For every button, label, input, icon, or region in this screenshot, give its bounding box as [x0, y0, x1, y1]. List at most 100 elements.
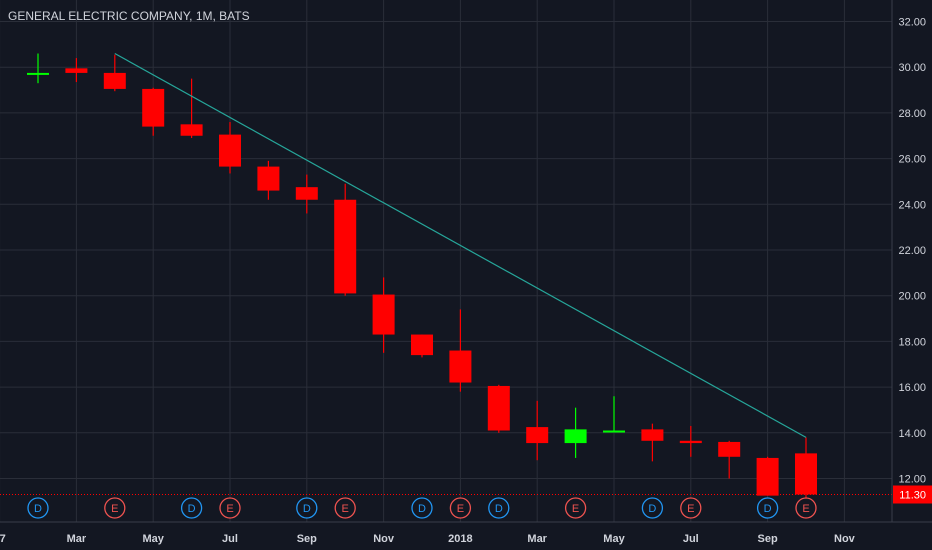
event-label: E [111, 503, 118, 515]
candle-body [219, 134, 241, 167]
candle-body [103, 72, 126, 89]
candle-body [603, 430, 625, 433]
candle[interactable] [411, 334, 433, 358]
dividend-marker[interactable]: D [641, 497, 664, 519]
event-circle [180, 497, 203, 519]
dividend-marker[interactable]: D [27, 497, 49, 519]
x-tick-label: 2018 [448, 533, 472, 545]
event-label: E [687, 503, 694, 515]
event-label: E [572, 503, 579, 515]
candle-body [372, 294, 395, 335]
x-tick-label: Sep [758, 533, 778, 545]
x-tick-label: Nov [834, 533, 856, 545]
candle[interactable] [257, 160, 280, 200]
y-tick-label: 16.00 [898, 382, 926, 394]
candle[interactable] [603, 396, 625, 433]
candle-body [65, 68, 88, 73]
candle[interactable] [718, 440, 741, 479]
event-circle [27, 497, 49, 519]
candle[interactable] [679, 425, 702, 457]
x-tick-label: Mar [527, 533, 547, 545]
trendline-layer[interactable] [114, 52, 807, 438]
earnings-marker[interactable]: E [795, 497, 817, 519]
event-label: D [764, 503, 772, 515]
event-label: E [802, 503, 809, 515]
x-tick-label: Jul [222, 533, 238, 545]
earnings-marker[interactable]: E [219, 497, 241, 519]
y-tick-label: 32.00 [898, 17, 926, 29]
dividend-marker[interactable]: D [488, 497, 510, 519]
event-label: D [418, 503, 426, 515]
candle[interactable] [795, 437, 817, 498]
event-circle [296, 497, 318, 519]
candle[interactable] [641, 423, 664, 462]
event-label: D [303, 503, 311, 515]
earnings-marker[interactable]: E [449, 497, 472, 519]
chart-title: GENERAL ELECTRIC COMPANY, 1M, BATS [8, 9, 250, 23]
x-tick-label: Nov [373, 533, 395, 545]
candle[interactable] [334, 183, 357, 296]
y-tick-label: 22.00 [898, 245, 926, 257]
dividend-marker[interactable]: D [411, 497, 433, 519]
dividend-marker[interactable]: D [296, 497, 318, 519]
candles[interactable] [27, 53, 817, 498]
candle-body [718, 441, 741, 457]
earnings-marker[interactable]: E [680, 497, 702, 519]
candle-body [795, 453, 817, 495]
candle-body [257, 166, 280, 191]
earnings-marker[interactable]: E [104, 497, 126, 519]
x-tick-label: Sep [297, 533, 317, 545]
candle[interactable] [564, 407, 587, 458]
earnings-marker[interactable]: E [564, 497, 587, 519]
event-circle [411, 497, 433, 519]
candle[interactable] [65, 58, 88, 83]
event-circle [219, 497, 241, 519]
candle[interactable] [449, 309, 472, 392]
grid [0, 0, 892, 522]
trendline[interactable] [114, 52, 807, 438]
candle-body [487, 385, 510, 431]
candle-body [411, 334, 433, 356]
candle-body [679, 440, 702, 444]
y-tick-label: 18.00 [898, 336, 926, 348]
event-label: D [34, 503, 42, 515]
candle[interactable] [372, 277, 395, 353]
x-tick-label: 17 [0, 533, 6, 545]
event-circle [680, 497, 702, 519]
candle[interactable] [142, 87, 165, 136]
candle-body [142, 88, 165, 127]
candle-body [27, 72, 49, 75]
candle-body [295, 187, 318, 200]
earnings-marker[interactable]: E [334, 497, 356, 519]
event-circle [641, 497, 664, 519]
event-label: D [648, 503, 656, 515]
y-tick-label: 14.00 [898, 428, 926, 440]
event-label: D [188, 503, 196, 515]
event-circle [488, 497, 510, 519]
y-tick-label: 20.00 [898, 291, 926, 303]
price-axis[interactable]: 12.00 14.00 16.00 18.00 20.00 22.00 24.00 26.00… [893, 17, 932, 504]
x-tick-label: Jul [683, 533, 699, 545]
event-circle [334, 497, 356, 519]
dividend-marker[interactable]: D [180, 497, 203, 519]
last-price-label: 11.30 [899, 489, 926, 501]
last-price-badge [893, 485, 932, 504]
dividend-marker[interactable]: D [756, 497, 779, 519]
candle[interactable] [219, 122, 241, 174]
candle[interactable] [526, 400, 549, 461]
candle-body [334, 199, 357, 294]
event-label: E [226, 503, 233, 515]
candle-body [449, 350, 472, 383]
candle[interactable] [103, 54, 126, 92]
candle[interactable] [756, 456, 779, 496]
time-axis[interactable]: 17 Mar May Jul Sep Nov 2018 Mar May Jul Sep Nov [0, 533, 856, 545]
candle[interactable] [295, 174, 318, 214]
candle[interactable] [487, 384, 510, 433]
candle[interactable] [180, 78, 203, 139]
y-tick-label: 28.00 [898, 108, 926, 120]
event-circle [795, 497, 817, 519]
y-tick-label: 12.00 [898, 474, 926, 486]
candle[interactable] [27, 53, 49, 84]
